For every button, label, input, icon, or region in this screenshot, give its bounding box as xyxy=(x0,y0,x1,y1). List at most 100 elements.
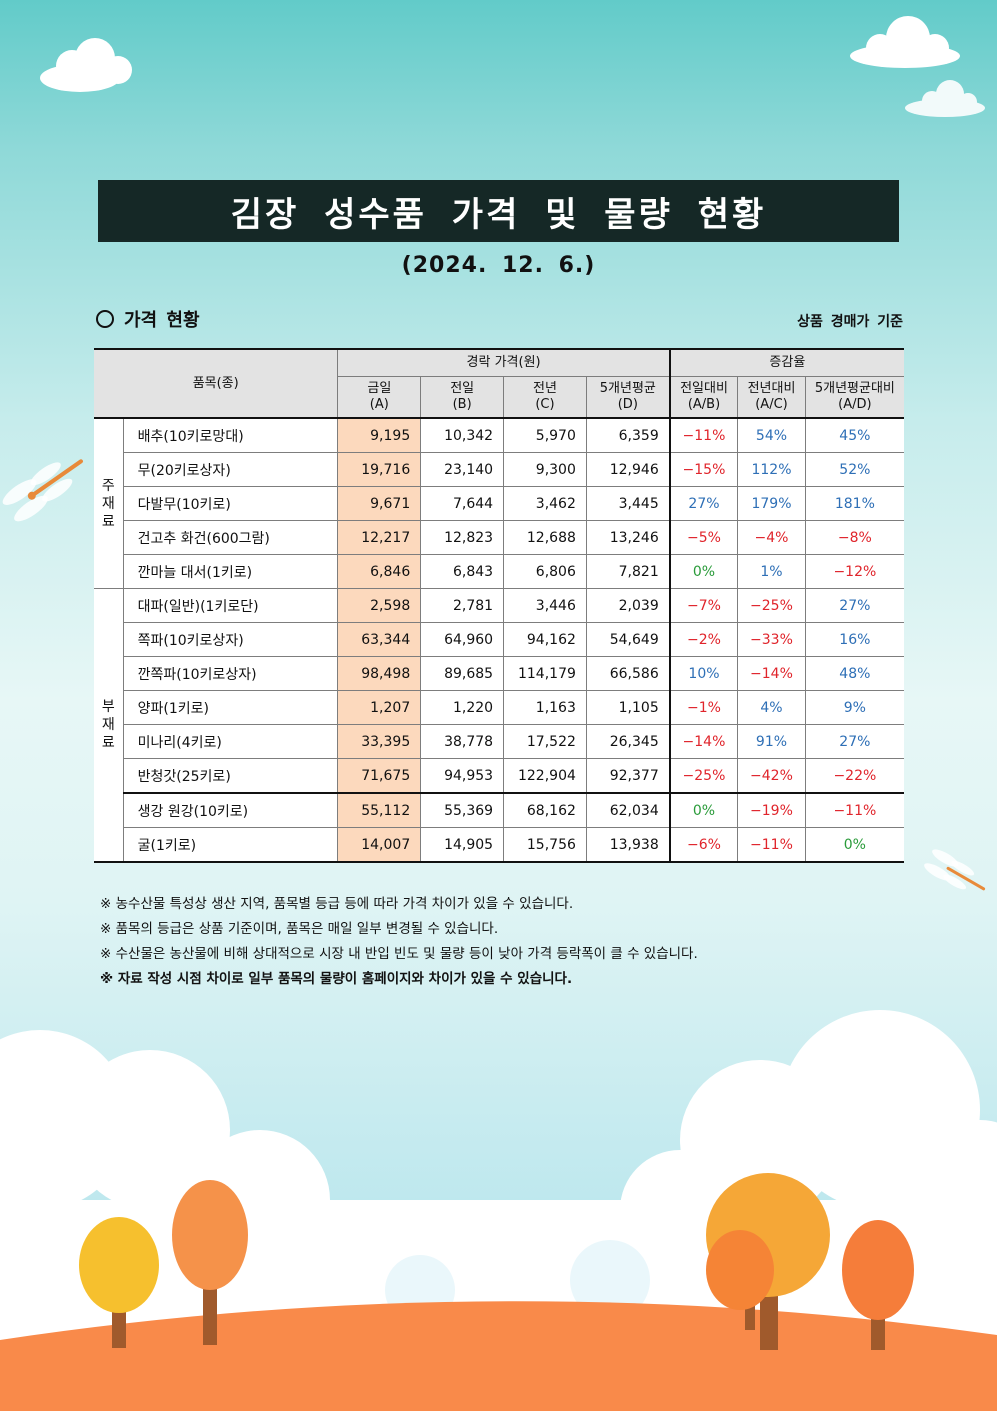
price-5yr-avg: 13,938 xyxy=(585,827,671,863)
column-header-label: 전년 xyxy=(533,381,557,396)
price-5yr-avg: 12,946 xyxy=(585,452,671,487)
dragonfly-right-icon xyxy=(924,849,986,891)
column-header-label: 전일 xyxy=(450,381,475,396)
item-name: 깐마늘 대서(1키로) xyxy=(123,554,339,589)
rate-vs-prev-day: 0% xyxy=(668,554,739,589)
price-today: 2,598 xyxy=(337,588,422,623)
price-today: 12,217 xyxy=(337,520,422,555)
price-prev-year: 94,162 xyxy=(503,622,587,657)
header-item: 품목(종) xyxy=(94,348,339,419)
rate-vs-5yr-avg: 181% xyxy=(804,486,904,521)
item-name: 무(20키로상자) xyxy=(123,452,339,487)
table-row: 부 재 료 대파(일반)(1키로단) 2,598 2,781 3,446 2,039 −7% −2… xyxy=(94,588,904,863)
item-name: 쪽파(10키로상자) xyxy=(123,622,339,657)
group-label-char: 재 xyxy=(101,495,115,512)
rate-vs-5yr-avg: −8% xyxy=(804,520,904,555)
price-prev-day: 64,960 xyxy=(420,622,505,657)
price-prev-year: 68,162 xyxy=(503,792,587,828)
price-prev-day: 10,342 xyxy=(420,417,505,453)
price-5yr-avg: 2,039 xyxy=(585,588,671,623)
table-row: 깐쪽파(10키로상자) 98,498 89,685 114,179 66,586 10% −… xyxy=(94,656,904,691)
group-label-char: 부 xyxy=(101,699,115,715)
footnote: ※ 농수산물 특성상 생산 지역, 품목별 등급 등에 따라 가격 차이가 있을… xyxy=(100,896,574,912)
rate-vs-5yr-avg: −22% xyxy=(804,758,904,794)
price-today: 19,716 xyxy=(337,452,422,487)
column-header-code: (D) xyxy=(617,397,638,412)
price-5yr-avg: 3,445 xyxy=(585,486,671,521)
rate-vs-prev-day: −2% xyxy=(668,622,739,657)
price-prev-day: 94,953 xyxy=(420,758,505,794)
rate-vs-prev-year: 179% xyxy=(737,486,806,521)
rate-vs-prev-day: −1% xyxy=(668,690,739,725)
column-header-code: (A) xyxy=(369,397,389,412)
tree-yellow-left-icon xyxy=(79,1217,159,1348)
rate-vs-5yr-avg: 27% xyxy=(804,588,904,623)
price-basis-note: 상품 경매가 기준 xyxy=(797,314,903,330)
rate-vs-5yr-avg: 16% xyxy=(804,622,904,657)
table-row: 깐마늘 대서(1키로) 6,846 6,843 6,806 7,821 0% 1% −12% xyxy=(94,554,904,589)
rate-vs-prev-year: 54% xyxy=(737,417,806,453)
item-name: 대파(일반)(1키로단) xyxy=(122,588,339,623)
rate-vs-prev-year: 1% xyxy=(737,554,806,589)
cloud-top-right xyxy=(850,16,960,68)
table-row: 생강 원강(10키로) 55,112 55,369 68,162 62,034 0% −19… xyxy=(94,792,904,828)
tree-orange-center-icon xyxy=(706,1230,774,1330)
rate-vs-prev-year: −33% xyxy=(737,622,806,657)
price-5yr-avg: 26,345 xyxy=(585,724,671,759)
rate-vs-prev-day: −14% xyxy=(668,724,739,759)
price-today: 14,007 xyxy=(337,827,422,863)
item-name: 미나리(4키로) xyxy=(123,724,339,759)
header-rate-group: 증감율 xyxy=(668,348,904,377)
price-5yr-avg: 1,105 xyxy=(585,690,671,725)
price-5yr-avg: 54,649 xyxy=(585,622,671,657)
price-today: 9,195 xyxy=(337,417,422,453)
column-header-label: 5개년평균 xyxy=(599,381,656,396)
table-row: 무(20키로상자) 19,716 23,140 9,300 12,946 −15% 112%… xyxy=(94,452,904,487)
item-name: 배추(10키로망대) xyxy=(122,417,339,453)
item-name: 건고추 화건(600그람) xyxy=(123,520,339,555)
footnote-bold: ※ 자료 작성 시점 차이로 일부 품목의 물량이 홈페이지와 차이가 있을 수… xyxy=(100,971,573,987)
rate-vs-prev-day: 27% xyxy=(668,486,739,521)
price-prev-day: 7,644 xyxy=(420,486,505,521)
rate-vs-prev-day: −7% xyxy=(668,588,739,623)
tree-orange-right-icon xyxy=(842,1220,914,1350)
price-prev-year: 3,462 xyxy=(503,486,587,521)
price-prev-day: 23,140 xyxy=(420,452,505,487)
price-5yr-avg: 7,821 xyxy=(585,554,671,589)
rate-vs-prev-year: 91% xyxy=(737,724,806,759)
price-prev-day: 1,220 xyxy=(420,690,505,725)
table-row: 쪽파(10키로상자) 63,344 64,960 94,162 54,649 −2% −33… xyxy=(94,622,904,657)
group-label-char: 료 xyxy=(101,735,115,751)
rate-vs-prev-day: −25% xyxy=(668,758,739,794)
item-name: 양파(1키로) xyxy=(123,690,339,725)
rate-vs-prev-day: −11% xyxy=(668,417,739,453)
rate-vs-prev-year: −4% xyxy=(737,520,806,555)
rate-vs-prev-day: −5% xyxy=(668,520,739,555)
price-5yr-avg: 66,586 xyxy=(585,656,671,691)
column-header-code: (B) xyxy=(452,397,472,412)
column-header-code: (A/B) xyxy=(687,397,721,412)
rate-vs-prev-year: −19% xyxy=(737,792,806,828)
table-row: 건고추 화건(600그람) 12,217 12,823 12,688 13,246 −5%… xyxy=(94,520,904,555)
price-5yr-avg: 62,034 xyxy=(585,792,671,828)
dragonfly-left-icon xyxy=(2,459,83,522)
rate-vs-prev-year: 112% xyxy=(737,452,806,487)
price-today: 71,675 xyxy=(337,758,422,794)
footnote: ※ 수산물은 농산물에 비해 상대적으로 시장 내 반입 빈도 및 물량 등이 … xyxy=(100,946,698,962)
column-header-label: 5개년평균대비 xyxy=(814,381,895,396)
cloud-top-left xyxy=(40,38,132,92)
price-today: 1,207 xyxy=(337,690,422,725)
tree-orange-left-icon xyxy=(172,1180,248,1345)
rate-vs-5yr-avg: 0% xyxy=(804,827,904,863)
price-prev-day: 12,823 xyxy=(420,520,505,555)
rate-vs-prev-day: 10% xyxy=(668,656,739,691)
table-row: 미나리(4키로) 33,395 38,778 17,522 26,345 −14% 91% 2… xyxy=(94,724,904,759)
column-header: 전년 (C) xyxy=(503,376,587,419)
rate-vs-5yr-avg: 27% xyxy=(804,724,904,759)
price-prev-year: 9,300 xyxy=(503,452,587,487)
price-prev-day: 6,843 xyxy=(420,554,505,589)
column-header-code: (A/D) xyxy=(838,397,872,412)
column-header: 전년대비 (A/C) xyxy=(737,376,806,419)
price-prev-year: 114,179 xyxy=(503,656,587,691)
item-name: 반청갓(25키로) xyxy=(123,758,339,794)
